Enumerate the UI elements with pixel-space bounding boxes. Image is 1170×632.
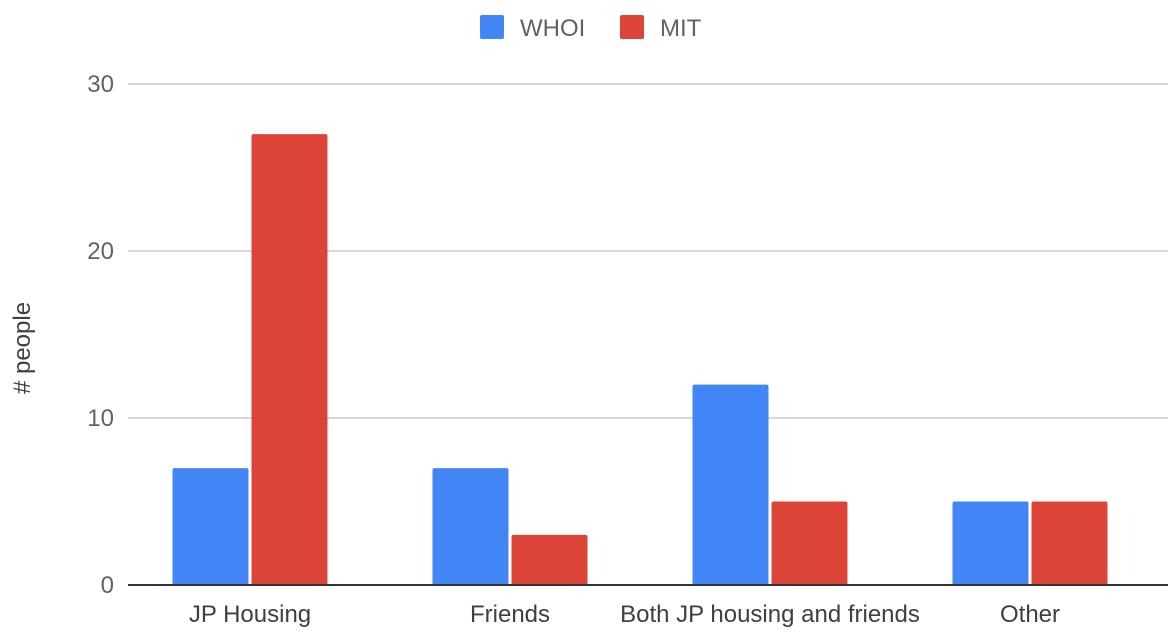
bars <box>172 134 1108 585</box>
y-tick-label: 30 <box>87 71 114 98</box>
legend: WHOI MIT <box>480 15 702 42</box>
legend-label-whoi: WHOI <box>520 15 585 42</box>
x-tick-label: Other <box>1000 601 1060 627</box>
bar-mit-0 <box>251 134 328 585</box>
y-tick-label: 10 <box>87 405 114 432</box>
bar-mit-2 <box>771 501 848 585</box>
bar-whoi-2 <box>692 384 769 585</box>
bar-mit-3 <box>1031 501 1108 585</box>
bar-whoi-3 <box>952 501 1029 585</box>
axes: 0 10 20 30 JP Housing Friends Both JP housing … <box>87 71 1168 628</box>
y-axis-title: # people <box>9 302 36 394</box>
y-tick-label: 0 <box>101 572 114 599</box>
x-tick-label: Both JP housing and friends <box>620 601 920 627</box>
x-tick-label: JP Housing <box>189 601 311 627</box>
legend-swatch-whoi <box>480 15 504 39</box>
legend-swatch-mit <box>620 15 644 39</box>
bar-mit-1 <box>511 534 588 585</box>
legend-label-mit: MIT <box>660 15 702 42</box>
x-tick-label: Friends <box>470 601 550 627</box>
bar-whoi-1 <box>432 468 509 585</box>
y-tick-label: 20 <box>87 238 114 265</box>
bar-whoi-0 <box>172 468 249 585</box>
